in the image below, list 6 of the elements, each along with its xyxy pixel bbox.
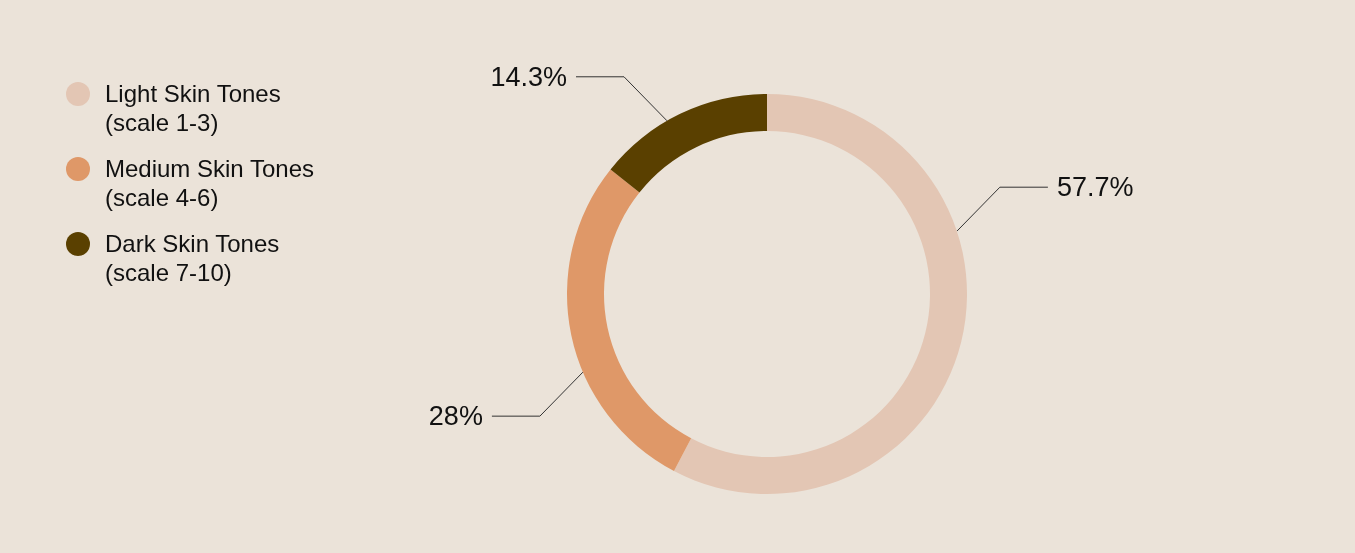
data-label: 57.7% — [1056, 172, 1134, 203]
data-label: 14.3% — [490, 61, 567, 92]
legend-label: Dark Skin Tones (scale 7-10) — [105, 229, 281, 287]
data-label: 28% — [428, 401, 483, 432]
legend-label: Medium Skin Tones (scale 4-6) — [105, 154, 315, 212]
legend-label: Light Skin Tones (scale 1-3) — [105, 79, 282, 137]
